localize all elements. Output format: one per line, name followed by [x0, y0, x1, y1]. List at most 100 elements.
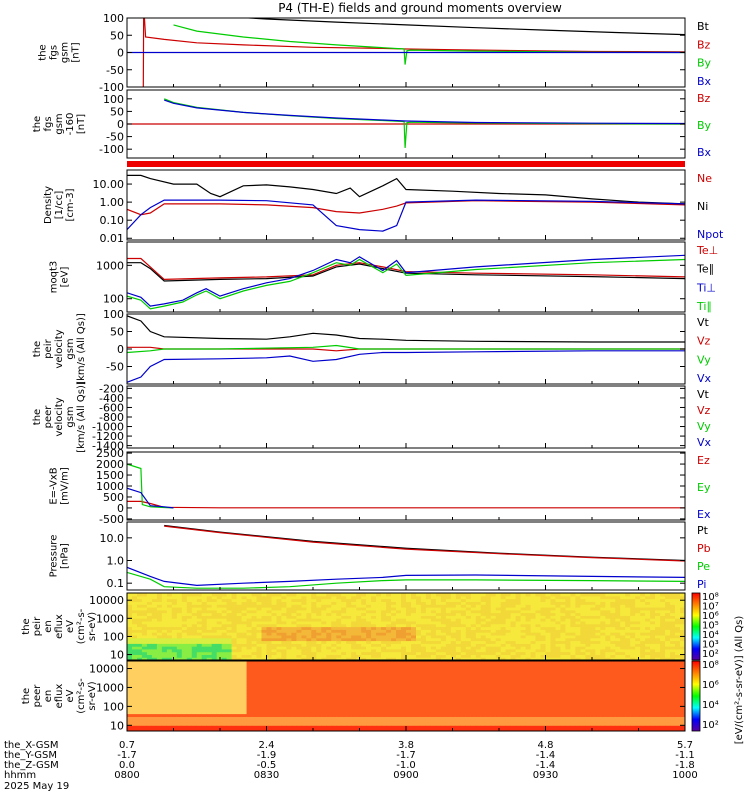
y-tick-label: 100: [103, 308, 124, 321]
spectrogram-cell: [141, 722, 148, 726]
spectrogram-cell: [515, 704, 522, 709]
spectrogram-cell: [326, 663, 332, 668]
spectrogram-cell: [411, 612, 417, 616]
spectrogram-cell: [540, 620, 547, 625]
spectrogram-cell: [296, 634, 302, 639]
spectrogram-cell: [241, 713, 248, 717]
spectrogram-cell: [241, 678, 248, 682]
spectrogram-cell: [321, 663, 327, 668]
spectrogram-cell: [590, 593, 596, 597]
spectrogram-cell: [341, 707, 347, 712]
spectrogram-cell: [565, 646, 571, 650]
spectrogram-cell: [241, 615, 248, 619]
spectrogram-cell: [346, 640, 352, 644]
spectrogram-cell: [226, 725, 233, 729]
spectrogram-cell: [301, 620, 307, 625]
spectrogram-cell: [171, 620, 178, 625]
spectrogram-cell: [201, 696, 208, 700]
spectrogram-cell: [500, 607, 507, 611]
spectrogram-cell: [396, 609, 402, 614]
spectrogram-cell: [137, 646, 143, 650]
spectrogram-cell: [176, 629, 183, 633]
spectrogram-cell: [311, 663, 317, 668]
spectrogram-cell: [485, 618, 492, 622]
spectrogram-cell: [406, 634, 412, 639]
spectrogram-cell: [465, 598, 472, 602]
spectrogram-cell: [411, 707, 417, 712]
spectrogram-cell: [490, 609, 497, 614]
y-axis-label: [1/cc]: [54, 191, 65, 220]
spectrogram-cell: [600, 595, 606, 600]
spectrogram-cell: [226, 615, 233, 619]
spectrogram-cell: [296, 713, 302, 717]
spectrogram-cell: [346, 604, 352, 608]
spectrogram-cell: [670, 618, 676, 622]
spectrogram-cell: [630, 626, 636, 630]
spectrogram-cell: [296, 693, 302, 697]
spectrogram-cell: [565, 615, 571, 619]
spectrogram-cell: [181, 634, 188, 639]
spectrogram-cell: [132, 640, 138, 644]
spectrogram-cell: [490, 687, 497, 691]
spectrogram-cell: [296, 698, 302, 703]
spectrogram-cell: [151, 626, 158, 630]
spectrogram-cell: [540, 646, 547, 650]
spectrogram-cell: [316, 710, 322, 715]
spectrogram-cell: [301, 672, 307, 677]
spectrogram-cell: [146, 607, 153, 611]
spectrogram-cell: [361, 615, 367, 619]
spectrogram-cell: [326, 651, 332, 655]
spectrogram-cell: [416, 640, 422, 644]
spectrogram-cell: [206, 651, 213, 655]
spectrogram-cell: [435, 698, 442, 703]
spectrogram-cell: [346, 648, 352, 653]
spectrogram-cell: [256, 722, 263, 726]
spectrogram-cell: [650, 607, 656, 611]
spectrogram-cell: [600, 640, 606, 644]
spectrogram-cell: [411, 687, 417, 691]
spectrogram-cell: [151, 640, 158, 644]
spectrogram-cell: [181, 722, 188, 726]
spectrogram-cell: [376, 615, 382, 619]
spectrogram-cell: [575, 612, 581, 616]
spectrogram-cell: [146, 725, 153, 729]
spectrogram-cell: [226, 693, 233, 697]
spectrogram-cell: [156, 698, 163, 703]
spectrogram-cell: [356, 634, 362, 639]
spectrogram-cell: [430, 672, 437, 677]
spectrogram-cell: [201, 690, 208, 694]
spectrogram-cell: [406, 646, 412, 650]
spectrogram-cell: [306, 648, 312, 653]
spectrogram-cell: [575, 634, 581, 639]
spectrogram-cell: [391, 601, 397, 605]
spectrogram-cell: [376, 654, 382, 658]
y-axis-label: velocity: [54, 329, 65, 368]
spectrogram-cell: [241, 623, 248, 628]
spectrogram-cell: [396, 604, 402, 608]
spectrogram-cell: [445, 684, 452, 688]
spectrogram-cell: [420, 651, 427, 655]
spectrogram-cell: [440, 634, 447, 639]
spectrogram-cell: [565, 612, 571, 616]
spectrogram-cell: [386, 612, 392, 616]
spectrogram-cell: [595, 609, 601, 614]
spectrogram-cell: [475, 657, 482, 660]
spectrogram-cell: [196, 595, 203, 600]
y-tick-label: 0.10: [100, 214, 125, 227]
spectrogram-cell: [630, 643, 636, 647]
spectrogram-cell: [266, 612, 273, 616]
spectrogram-cell: [186, 661, 193, 665]
spectrogram-cell: [650, 595, 656, 600]
spectrogram-cell: [455, 666, 462, 671]
spectrogram-cell: [311, 713, 317, 717]
spectrogram-cell: [291, 595, 297, 600]
series-group: [127, 463, 685, 509]
spectrogram-cell: [171, 646, 178, 650]
spectrogram-cell: [137, 632, 143, 636]
spectrogram-cell: [495, 593, 502, 597]
chart-title: P4 (TH-E) fields and ground moments over…: [278, 1, 562, 15]
spectrogram-cell: [127, 604, 133, 608]
spectrogram-cell: [196, 728, 203, 731]
spectrogram-cell: [605, 634, 611, 639]
